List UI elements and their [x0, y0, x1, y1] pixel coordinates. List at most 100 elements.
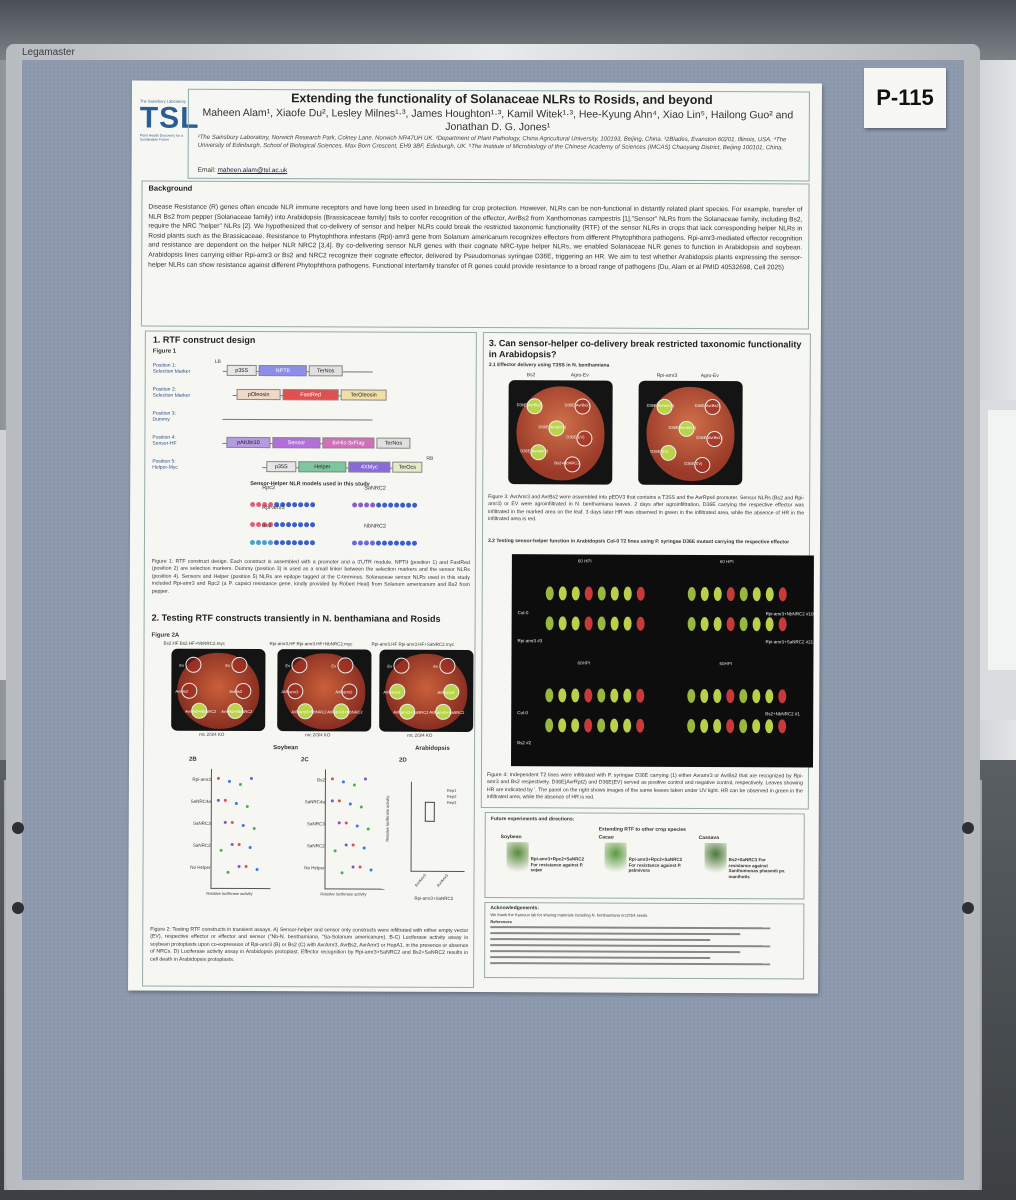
- board-knob: [12, 902, 24, 914]
- bead: [400, 502, 406, 508]
- crop-description: Rpi-amr3+Rpc2+SaNRC2 For resistance agai…: [628, 856, 683, 873]
- spot-label: AVRamr3+SaNRC2: [429, 709, 465, 715]
- plate-leaf: [623, 718, 632, 733]
- figure2d-xlabel: Rpi-amr3+SaNRC2: [414, 895, 454, 901]
- construct-part: pOleosin: [236, 388, 281, 401]
- figure4-plate: [511, 554, 814, 768]
- spot-label: AVRamr3+NbNRC2: [327, 709, 363, 715]
- bead: [292, 502, 298, 508]
- future-title: Future experiments and directions:: [490, 816, 575, 823]
- data-point: [344, 843, 348, 847]
- plate-leaf: [713, 719, 722, 734]
- bead: [363, 540, 369, 546]
- plate-leaf: [752, 617, 761, 632]
- plate-leaf: [571, 718, 580, 733]
- spot-label: D36E(EV): [650, 448, 669, 454]
- border-label: RB: [426, 455, 434, 462]
- plate-leaf: [584, 586, 593, 601]
- bead: [250, 522, 256, 528]
- model-name-SaNRC2: SaNRC2: [364, 485, 386, 492]
- bead: [370, 502, 376, 508]
- plate-row-label: Rpi-amr3+NbNRC2 #10: [765, 611, 814, 617]
- figure1-caption: Figure 1: RTF construct design. Each con…: [151, 558, 470, 595]
- construct-part: TerOleosin: [340, 389, 387, 401]
- bead: [412, 502, 418, 508]
- bead: [279, 540, 285, 546]
- construct-part: FastRed: [282, 389, 339, 401]
- figure2c-row-label: SaNRC4a: [304, 799, 325, 805]
- bead: [286, 502, 292, 508]
- position-label-line: Selection Marker: [152, 392, 191, 399]
- figure2a-label: Figure 2A: [151, 632, 180, 639]
- bead: [249, 540, 255, 546]
- plate-leaf: [545, 718, 554, 733]
- bead: [381, 540, 387, 546]
- arabidopsis-title: Arabidopsis: [415, 745, 450, 752]
- figure3-leaf-1: D36E(AvrBs2) D36E(AvrBs2) D36E(Avramr3) D36…: [508, 380, 613, 485]
- figure2c-plot: [324, 769, 385, 890]
- construct-part: NPTII: [258, 365, 307, 377]
- bead: [303, 540, 309, 546]
- spot-label: D36E(Avramr3): [520, 448, 549, 454]
- border-label: LB: [214, 358, 221, 365]
- plate-leaf: [571, 586, 580, 601]
- data-point: [223, 820, 227, 824]
- construct-part: p35S: [226, 364, 257, 377]
- position-label-5: Position 5: Helper-Myc: [152, 459, 222, 471]
- plate-leaf: [700, 718, 709, 734]
- spot-label: Ev: [331, 663, 337, 669]
- plate-leaf: [700, 586, 709, 602]
- data-point: [344, 821, 348, 825]
- construct-part: TerOcs: [392, 461, 423, 473]
- position-label-3: Position 3: Dummy: [152, 411, 222, 423]
- bead: [388, 502, 394, 508]
- plate-leaf: [623, 688, 632, 703]
- figure2a-leaf-2: Ev Ev AVRamr3 AVRamr3 AVRamr3+NbNRC2 AVRamr3+…: [277, 649, 372, 732]
- leaf-footer: nrc 2/3/4 KO: [305, 732, 331, 738]
- plate-leaf: [636, 616, 645, 631]
- bead: [261, 540, 267, 546]
- model-beads: [250, 494, 330, 508]
- crop-description: Rpi-amr3+Rpc2+SaNRC2 For resistance agai…: [530, 856, 585, 873]
- leaf-header: Bs2.HF Bs2.HF+NbNRC2.myc: [163, 640, 225, 646]
- figure2d-ylabel: Relative luciferase activity: [384, 795, 390, 842]
- poster-number-label: P-115: [864, 68, 946, 128]
- spot-label: D36E(Avramr3): [538, 424, 567, 430]
- plate-leaf: [558, 688, 567, 703]
- panel-label-2D: 2D: [399, 757, 407, 764]
- construct-part: Sensor: [272, 437, 321, 449]
- email-address: maheen.alam@tsl.ac.uk: [217, 166, 288, 175]
- model-beads: [352, 494, 432, 508]
- bead: [274, 522, 280, 528]
- data-point: [358, 865, 362, 869]
- board-brand: Legamaster: [22, 47, 75, 58]
- figure2c-row-label: No Helper: [304, 865, 325, 871]
- bead: [256, 502, 262, 508]
- bead: [267, 540, 273, 546]
- plate-leaf: [636, 688, 645, 703]
- spot-label: AvrBs2+NbNRC2: [185, 708, 217, 714]
- data-point: [237, 864, 241, 868]
- plate-row-label: Bs2+NbNRC2 #1: [765, 711, 800, 717]
- plate-leaf: [687, 586, 696, 601]
- background-text: Disease Resistance (R) genes often encod…: [148, 203, 803, 271]
- plate-leaf: [752, 689, 761, 704]
- model-name-Bs2: Bs2: [262, 523, 272, 530]
- plate-leaf: [558, 586, 567, 601]
- plate-leaf: [726, 587, 735, 602]
- spot-label: D36E(AvrBs2): [564, 402, 591, 408]
- plate-time: 60 HPI: [577, 558, 592, 564]
- data-point: [248, 846, 252, 850]
- bead: [352, 502, 358, 508]
- spot-label: AVRamr3+SaNRC2: [393, 709, 429, 715]
- bead: [250, 502, 256, 508]
- plate-leaf: [765, 689, 774, 704]
- plate-leaf: [778, 719, 787, 734]
- leaf-header: Rpi-amr3.HF Rpi-amr3.HF+NbNRC2.myc: [269, 641, 353, 647]
- spot-label: D36E(Avramr3): [646, 402, 675, 408]
- data-point: [330, 799, 334, 803]
- bead: [310, 502, 316, 508]
- spot-label: D36E(Avramr3): [668, 424, 697, 430]
- figure1-label: Figure 1: [152, 348, 177, 355]
- leaf-header: Rpi-amr3.HF Rpi-amr3.HF+SaNRC2.myc: [371, 641, 455, 647]
